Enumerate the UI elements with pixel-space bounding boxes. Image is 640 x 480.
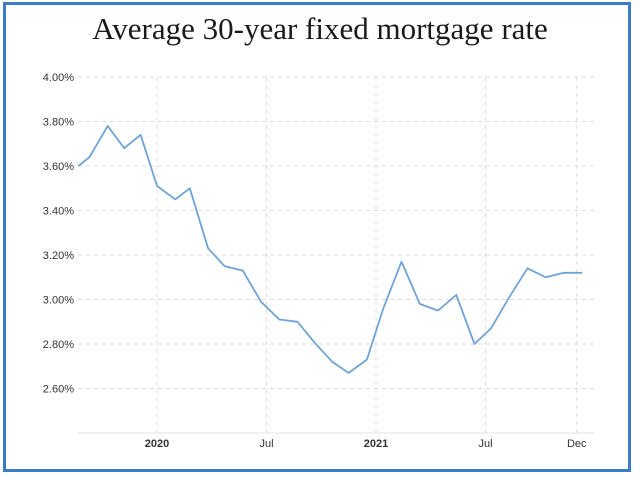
y-tick-label: 3.60% [43, 161, 74, 173]
y-tick-label: 3.00% [43, 295, 74, 307]
x-tick-label: Dec [567, 438, 587, 450]
series-line [77, 125, 583, 374]
y-tick-label: 3.40% [43, 206, 74, 218]
y-tick-label: 2.80% [43, 339, 74, 351]
chart-title: Average 30-year fixed mortgage rate [92, 11, 548, 46]
y-tick-label: 4.00% [43, 72, 74, 84]
y-tick-label: 3.20% [43, 250, 74, 262]
x-tick-label: Jul [478, 438, 492, 450]
x-tick-label: Jul [259, 438, 273, 450]
y-tick-label: 3.80% [43, 117, 74, 129]
y-tick-label: 2.60% [43, 384, 74, 396]
x-tick-label: 2020 [145, 438, 169, 450]
x-tick-label: 2021 [364, 438, 388, 450]
chart-frame [3, 2, 631, 472]
